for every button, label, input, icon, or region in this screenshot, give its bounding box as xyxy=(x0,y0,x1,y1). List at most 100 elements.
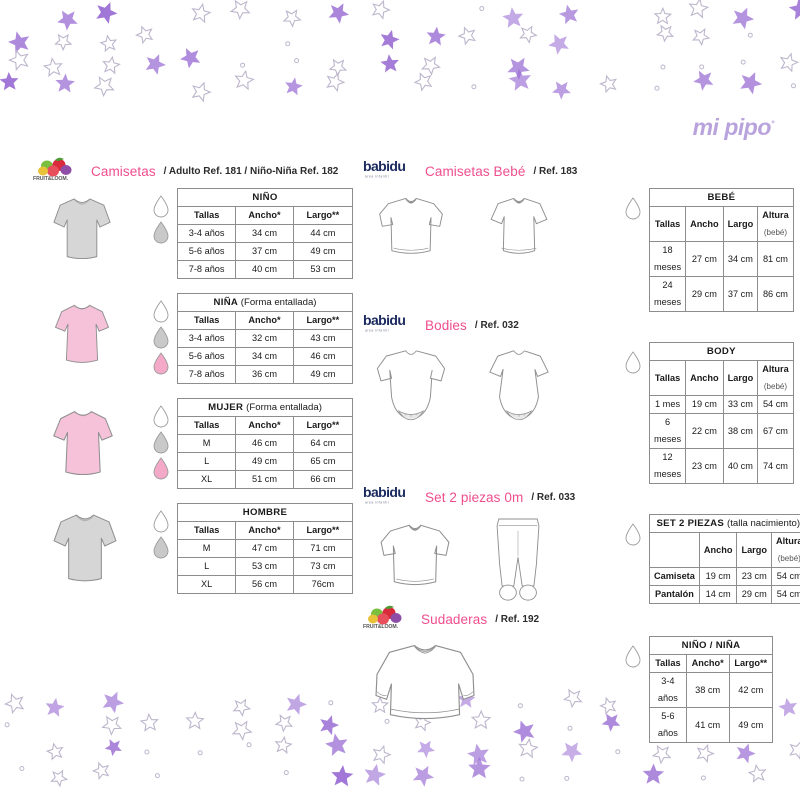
table-title-row: BEBÉ xyxy=(649,188,794,207)
color-swatch-group xyxy=(151,188,177,246)
table-cell: L xyxy=(176,452,237,471)
color-swatch-white-icon xyxy=(153,510,169,533)
table-cell: 5-6 años xyxy=(649,707,687,743)
table-cell: 34 cm xyxy=(235,347,294,366)
color-swatch-white-icon xyxy=(625,351,641,374)
babidu-logo: babidu area infantil xyxy=(363,484,419,511)
table-cell: 47 cm xyxy=(235,539,294,558)
table-row: 7-8 años 40 cm 53 cm xyxy=(176,260,354,279)
table-cell: 46 cm xyxy=(292,347,354,366)
table-row: XL 51 cm 66 cm xyxy=(176,470,354,489)
table-row: 6 meses 22 cm 38 cm 67 cm xyxy=(648,413,794,449)
table-title-row: HOMBRE xyxy=(177,503,353,522)
svg-text:babidu: babidu xyxy=(363,312,405,328)
section-beb-: babidu area infantil Camisetas Bebé / Ref. … xyxy=(363,158,794,312)
table-cell: 29 cm xyxy=(685,276,724,312)
garment-illustration-tshirt-woman-pink xyxy=(33,398,151,484)
table-row: 5-6 años 41 cm 49 cm xyxy=(649,707,774,743)
section-spacer xyxy=(33,384,353,398)
table-row: 12 meses 23 cm 40 cm 74 cm xyxy=(648,448,794,484)
table-cell: 32 cm xyxy=(235,329,294,348)
table-row: 24 meses 29 cm 37 cm 86 cm xyxy=(648,276,794,312)
column-header: Altura (bebé) xyxy=(757,206,794,242)
svg-text:FRUIT&LOOM.: FRUIT&LOOM. xyxy=(363,624,399,629)
table-row: 7-8 años 36 cm 49 cm xyxy=(176,365,354,384)
section-spacer xyxy=(33,489,353,503)
column-header: Altura (bebé) xyxy=(757,360,794,396)
column-header: Ancho* xyxy=(235,311,294,330)
table-cell: 76cm xyxy=(292,575,354,594)
column-header: Ancho* xyxy=(235,206,294,225)
garment-illustration-set-top-and-pants xyxy=(363,514,623,606)
section-body: NIÑO Tallas Ancho* Largo** 3-4 años 34 cm 44 c… xyxy=(33,188,354,279)
garment-illustration-baby-tees-pair xyxy=(363,188,623,262)
table-cell: 19 cm xyxy=(685,395,724,414)
table-cell: 3-4 años xyxy=(176,329,237,348)
column-header: Tallas xyxy=(176,206,237,225)
babidu-logo: babidu area infantil xyxy=(363,158,419,185)
table-row: M 46 cm 64 cm xyxy=(176,434,354,453)
section-body: BODY Tallas Ancho Largo Altura (bebé) 1 mes 19… xyxy=(363,342,794,484)
table-cell: 53 cm xyxy=(292,260,354,279)
table-cell: 49 cm xyxy=(235,452,294,471)
color-swatch-white-icon xyxy=(625,645,641,668)
section-reference: / Ref. 192 xyxy=(495,613,540,625)
table-cell: 5-6 años xyxy=(176,347,237,366)
table-header-row: Tallas Ancho* Largo** xyxy=(176,416,354,435)
table-cell: 54 cm xyxy=(757,395,794,414)
svg-text:area infantil: area infantil xyxy=(365,174,389,178)
left-column: FRUIT&LOOM. Camisetas / Adulto Ref. 181 / … xyxy=(33,157,354,594)
color-swatch-white-icon xyxy=(153,195,169,218)
section-hombre: HOMBRE Tallas Ancho* Largo** M 47 cm 71 cm L 53 … xyxy=(33,489,354,594)
table-cell: 3-4 años xyxy=(649,672,687,708)
table-header-row: Tallas Ancho* Largo** xyxy=(176,206,354,225)
column-header: Ancho xyxy=(698,532,738,568)
table-cell: 14 cm xyxy=(698,585,738,604)
table-cell: 36 cm xyxy=(235,365,294,384)
column-header: Ancho* xyxy=(235,521,294,540)
table-cell: 23 cm xyxy=(736,567,772,586)
table-cell: 19 cm xyxy=(698,567,738,586)
garment-illustration-bodysuit-pair xyxy=(363,342,623,426)
section-header: FRUIT&LOOM. Camisetas / Adulto Ref. 181 / … xyxy=(33,157,353,184)
table-cell: 49 cm xyxy=(728,707,774,743)
section-body: NIÑA (Forma entallada) Tallas Ancho* Largo*… xyxy=(33,293,354,384)
table-cell: 40 cm xyxy=(722,448,759,484)
brand-trademark: ° xyxy=(770,118,775,129)
table-title-row: NIÑO xyxy=(177,188,353,207)
table-cell: 71 cm xyxy=(292,539,354,558)
column-header: Ancho xyxy=(685,360,724,396)
section-header: FRUIT&LOOM. Sudaderas / Ref. 192 xyxy=(363,605,773,632)
table-row: 3-4 años 34 cm 44 cm xyxy=(176,224,354,243)
table-row: XL 56 cm 76cm xyxy=(176,575,354,594)
table-title: NIÑA (Forma entallada) xyxy=(177,293,353,312)
section-title: Bodies xyxy=(425,317,467,333)
size-table: HOMBRE Tallas Ancho* Largo** M 47 cm 71 cm L 53 … xyxy=(176,503,354,594)
brand-logo: mi pipo° xyxy=(693,114,775,141)
table-title: HOMBRE xyxy=(177,503,353,522)
table-header-row: Tallas Ancho Largo Altura (bebé) xyxy=(648,206,794,242)
table-cell: 24 meses xyxy=(648,276,687,312)
table-cell: 44 cm xyxy=(292,224,354,243)
table-cell: 73 cm xyxy=(292,557,354,576)
column-header: Largo** xyxy=(292,416,354,435)
table-row: 5-6 años 34 cm 46 cm xyxy=(176,347,354,366)
svg-text:area infantil: area infantil xyxy=(365,500,389,504)
table-cell: 65 cm xyxy=(292,452,354,471)
column-header: Largo** xyxy=(292,311,354,330)
section-title: Sudaderas xyxy=(421,611,488,627)
table-cell: 56 cm xyxy=(235,575,294,594)
section-title: Camisetas Bebé xyxy=(425,163,526,179)
color-swatch-group xyxy=(151,398,177,482)
table-cell: 38 cm xyxy=(685,672,730,708)
size-table: MUJER (Forma entallada) Tallas Ancho* Largo… xyxy=(176,398,354,489)
table-cell: 54 cm xyxy=(770,585,800,604)
table-row: L 53 cm 73 cm xyxy=(176,557,354,576)
svg-text:FRUIT&LOOM.: FRUIT&LOOM. xyxy=(33,176,69,181)
table-cell: 7-8 años xyxy=(176,260,237,279)
table-cell: 41 cm xyxy=(685,707,730,743)
table-cell: L xyxy=(176,557,237,576)
color-swatch-gray-icon xyxy=(153,326,169,349)
